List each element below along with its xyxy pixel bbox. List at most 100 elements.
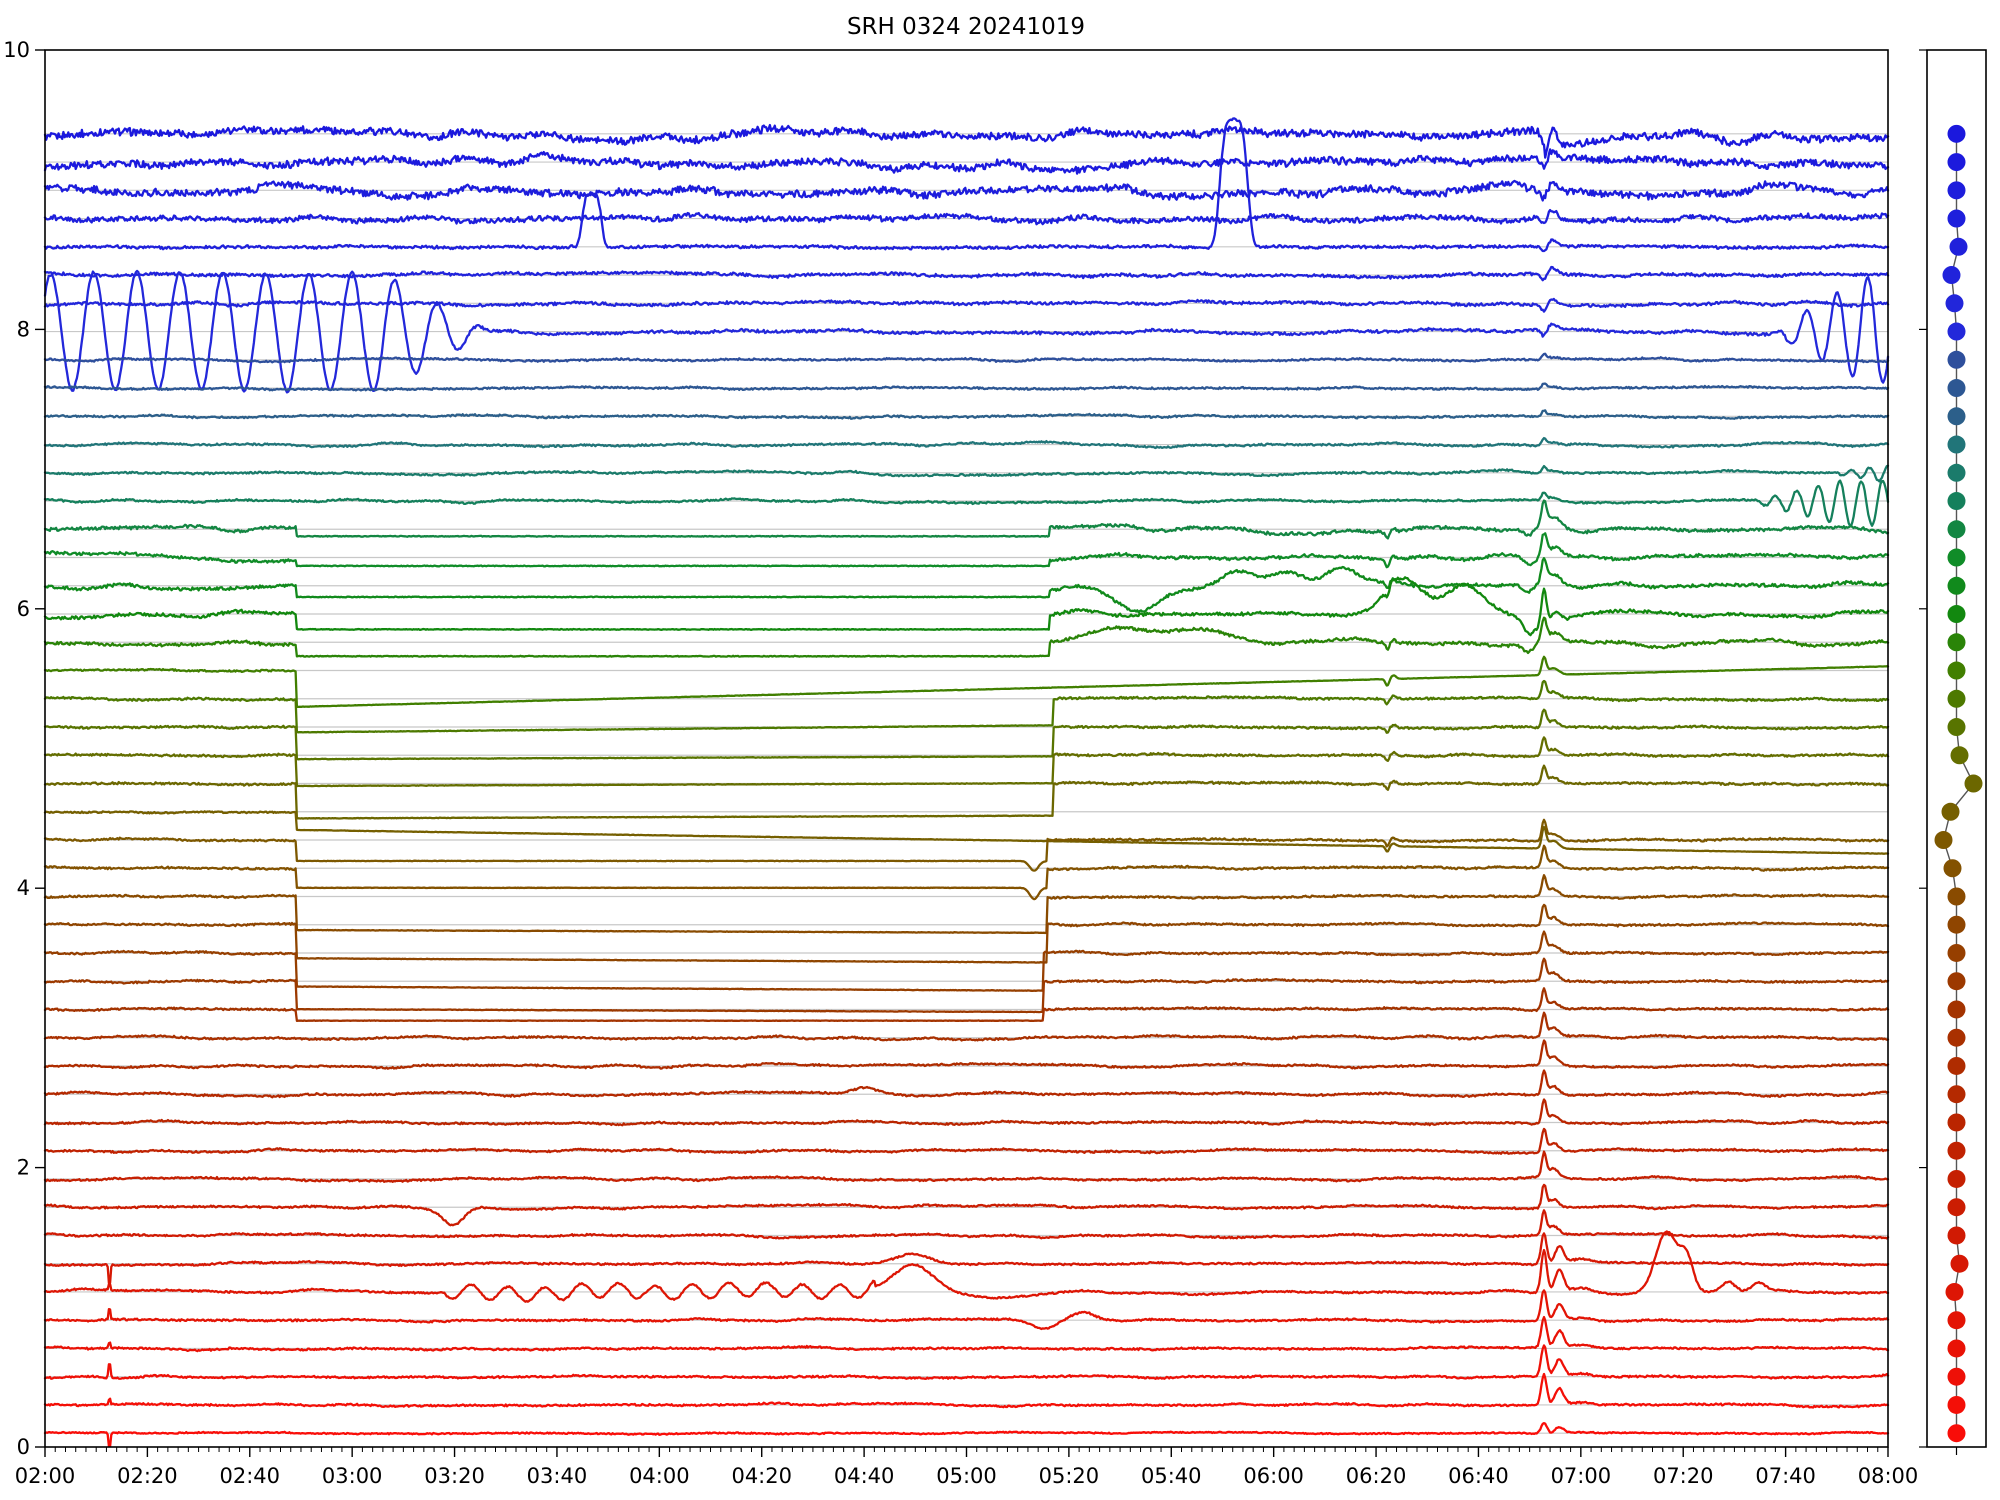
trace-path xyxy=(43,117,1890,253)
axes-layer xyxy=(35,49,1889,1457)
trace-path xyxy=(43,736,1890,788)
trace-path xyxy=(43,557,1890,614)
x-tick-label: 06:20 xyxy=(1346,1464,1407,1488)
panel-dot xyxy=(1947,1141,1966,1160)
trace-path xyxy=(43,616,1890,658)
trace-path xyxy=(43,818,1890,872)
trace-path xyxy=(43,1315,1890,1353)
panel-dot xyxy=(1947,718,1966,737)
trace-path xyxy=(43,382,1890,392)
panel-dot xyxy=(1945,294,1964,313)
trace-path xyxy=(43,679,1890,734)
panel-dot xyxy=(1947,972,1966,991)
x-tick-labels: 02:00 02:20 02:40 03:00 03:20 03:40 04:00 04:20… xyxy=(15,1464,1919,1488)
panel-dot xyxy=(1947,1311,1966,1330)
x-tick-label: 07:20 xyxy=(1653,1464,1714,1488)
side-panel xyxy=(1919,49,1987,1455)
trace-path xyxy=(43,987,1890,1023)
trace-path xyxy=(43,1098,1890,1127)
x-tick-label: 05:00 xyxy=(936,1464,997,1488)
panel-dot xyxy=(1947,1424,1966,1443)
trace-path xyxy=(43,265,1890,282)
panel-dot xyxy=(1947,322,1966,341)
panel-dot xyxy=(1947,1367,1966,1386)
x-tick-label: 02:40 xyxy=(220,1464,281,1488)
panel-dot xyxy=(1947,1085,1966,1104)
trace-path xyxy=(43,1289,1890,1331)
panel-dot xyxy=(1947,407,1966,426)
panel-dot xyxy=(1947,181,1966,200)
y-tick-label: 4 xyxy=(17,876,30,900)
chart-title: SRH 0324 20241019 xyxy=(847,14,1085,40)
trace-path xyxy=(43,1209,1890,1240)
panel-dot xyxy=(1934,831,1953,850)
trace-path xyxy=(43,123,1890,159)
x-tick-label: 02:20 xyxy=(117,1464,178,1488)
trace-path xyxy=(43,874,1890,935)
trace-path xyxy=(43,179,1890,202)
panel-dot xyxy=(1947,661,1966,680)
trace-path xyxy=(43,708,1890,761)
trace-path xyxy=(43,576,1890,637)
trace-path xyxy=(43,903,1890,964)
trace-path xyxy=(43,1039,1890,1070)
panel-dot xyxy=(1947,943,1966,962)
panel-dot xyxy=(1945,1282,1964,1301)
trace-path xyxy=(43,297,1890,313)
trace-path xyxy=(43,1372,1890,1409)
x-tick-label: 05:20 xyxy=(1039,1464,1100,1488)
panel-dot xyxy=(1947,689,1966,708)
trace-path xyxy=(43,409,1890,420)
x-tick-label: 05:40 xyxy=(1141,1464,1202,1488)
panel-dot xyxy=(1947,153,1966,172)
panel-dot xyxy=(1942,266,1961,285)
panel-dot xyxy=(1964,774,1983,793)
x-tick-label: 06:00 xyxy=(1243,1464,1304,1488)
trace-path xyxy=(43,1183,1890,1227)
trace-path xyxy=(43,1344,1890,1380)
panel-dot xyxy=(1947,492,1966,511)
trace-path xyxy=(43,1127,1890,1155)
x-tick-label: 06:40 xyxy=(1448,1464,1509,1488)
panel-dot xyxy=(1947,548,1966,567)
trace-path xyxy=(43,499,1890,540)
trace-path xyxy=(43,1150,1890,1183)
panel-dot xyxy=(1947,1169,1966,1188)
panel-dot xyxy=(1947,1395,1966,1414)
panel-dot xyxy=(1947,124,1966,143)
y-tick-label: 2 xyxy=(17,1156,30,1180)
panel-dot xyxy=(1950,746,1969,765)
trace-path xyxy=(43,479,1890,528)
trace-path xyxy=(43,352,1890,364)
panel-dot xyxy=(1947,1028,1966,1047)
trace-path xyxy=(43,1011,1890,1042)
panel-dot xyxy=(1947,633,1966,652)
trace-path xyxy=(43,1421,1890,1448)
panel-dot xyxy=(1941,802,1960,821)
panel-dot xyxy=(1947,379,1966,398)
trace-path xyxy=(43,930,1890,993)
y-tick-label: 8 xyxy=(17,317,30,341)
panel-dot xyxy=(1947,209,1966,228)
panel-dot xyxy=(1947,887,1966,906)
panel-dot xyxy=(1947,915,1966,934)
y-tick-label: 6 xyxy=(17,597,30,621)
trace-path xyxy=(43,764,1890,820)
x-tick-label: 02:00 xyxy=(15,1464,76,1488)
panel-dot xyxy=(1949,237,1968,256)
panel-dot xyxy=(1947,1339,1966,1358)
trace-path xyxy=(43,810,1890,855)
panel-dot xyxy=(1947,1056,1966,1075)
trace-path xyxy=(43,957,1890,1014)
x-tick-label: 07:40 xyxy=(1755,1464,1816,1488)
y-tick-label: 10 xyxy=(3,38,30,62)
panel-dot xyxy=(1947,605,1966,624)
trace-path xyxy=(43,1232,1890,1285)
y-tick-label: 0 xyxy=(17,1435,30,1459)
panel-dot xyxy=(1943,859,1962,878)
trace-path xyxy=(43,844,1890,901)
trace-path xyxy=(43,208,1890,226)
x-tick-label: 08:00 xyxy=(1858,1464,1919,1488)
